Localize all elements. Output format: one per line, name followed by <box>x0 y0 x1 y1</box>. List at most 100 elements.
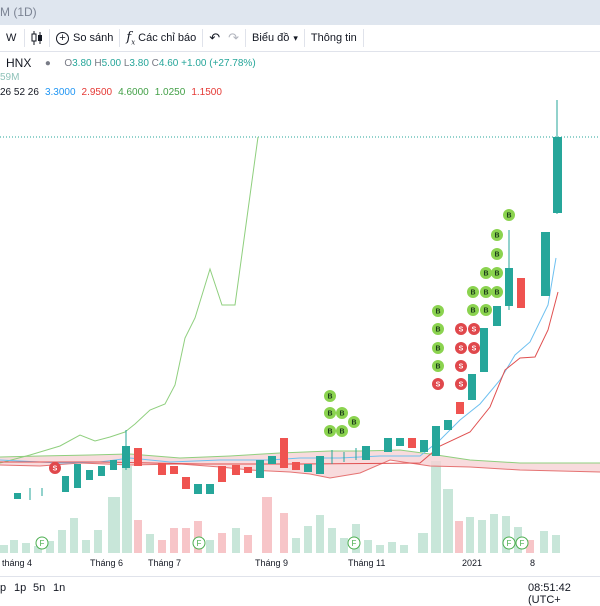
buy-marker <box>348 416 360 428</box>
interval-button[interactable]: W <box>0 25 24 51</box>
ichimoku-conversion: 3.3000 <box>44 87 76 98</box>
toolbar-divider <box>119 29 121 47</box>
volume-bar <box>58 530 66 553</box>
buy-marker-label: B <box>339 411 344 418</box>
layout-dropdown[interactable]: Biểu đồ ▾ <box>246 25 304 51</box>
volume-bar <box>418 533 428 553</box>
candle <box>304 464 312 472</box>
volume-bar <box>388 542 396 553</box>
candle <box>292 462 300 470</box>
time-label: 8 <box>530 558 536 568</box>
buy-marker-label: B <box>327 411 332 418</box>
buy-marker <box>324 425 336 437</box>
clock-display[interactable]: 08:51:42 (UTC+ <box>528 582 571 606</box>
volume-bar <box>0 545 8 553</box>
candle <box>74 464 81 488</box>
info-button[interactable]: Thông tin <box>305 25 363 51</box>
candle <box>362 446 370 460</box>
range-button[interactable]: 1n <box>53 582 66 594</box>
sell-marker <box>432 378 444 390</box>
volume-bar <box>490 514 498 553</box>
candle <box>170 466 178 474</box>
candle <box>98 466 105 476</box>
buy-marker-label: B <box>483 308 488 315</box>
volume-bar <box>170 528 178 553</box>
buy-marker <box>467 286 479 298</box>
flag-marker-label: F <box>507 539 512 548</box>
candlestick-icon <box>31 31 42 45</box>
volume-bar <box>400 545 408 553</box>
candle <box>480 328 488 372</box>
sell-marker-label: S <box>53 466 58 473</box>
flag-marker <box>347 536 361 550</box>
volume-bar <box>82 540 90 553</box>
time-label: Tháng 9 <box>255 558 289 568</box>
sell-marker-label: S <box>459 382 464 389</box>
candle <box>456 402 464 414</box>
volume-bar <box>206 540 214 553</box>
range-button[interactable]: 5n <box>33 582 46 594</box>
time-label: Tháng 6 <box>90 558 124 568</box>
redo-button[interactable]: ↷ <box>226 25 245 51</box>
buy-marker <box>432 323 444 335</box>
buy-marker-label: B <box>494 252 499 259</box>
undo-button[interactable]: ↶ <box>203 25 226 51</box>
volume-bar <box>466 517 474 553</box>
flag-marker <box>502 536 516 550</box>
sell-marker <box>455 342 467 354</box>
chart-toolbar: W + So sánh fx Các chỉ báo ↶ ↷ Biểu đồ ▾… <box>0 25 600 52</box>
buy-marker-label: B <box>351 420 356 427</box>
candle <box>182 477 190 489</box>
flag-marker-label: F <box>520 539 525 548</box>
candle <box>86 470 93 480</box>
volume-bar <box>443 489 453 553</box>
volume-bar <box>502 516 510 553</box>
compare-button[interactable]: + So sánh <box>50 25 119 51</box>
redo-icon: ↷ <box>228 30 240 45</box>
buy-marker <box>336 407 348 419</box>
time-label: 2021 <box>462 558 483 568</box>
candles <box>14 100 562 500</box>
buy-marker-label: B <box>483 271 488 278</box>
buy-marker <box>503 209 515 221</box>
flag-marker-label: F <box>352 539 357 548</box>
buy-marker <box>480 304 492 316</box>
candle <box>553 137 562 213</box>
price-change: +1.00 (+27.78%) <box>181 57 256 69</box>
volume-bar <box>10 540 18 553</box>
flag-marker <box>515 536 529 550</box>
candle <box>194 484 202 494</box>
candle <box>316 456 324 474</box>
buy-marker-label: B <box>506 213 511 220</box>
volume-bar <box>262 497 272 553</box>
volume-bar <box>34 546 42 553</box>
indicators-button[interactable]: fx Các chỉ báo <box>120 25 202 51</box>
volume-bar <box>158 540 166 553</box>
volume-bar <box>94 530 102 553</box>
candle <box>493 306 501 326</box>
buy-marker-label: B <box>483 290 488 297</box>
candle <box>505 268 513 306</box>
buy-marker <box>432 342 444 354</box>
volume-bar <box>304 526 312 553</box>
buy-marker <box>432 305 444 317</box>
volume-bar <box>292 538 300 553</box>
ichimoku-span-a: 1.0250 <box>154 87 186 98</box>
volume-bar <box>46 541 54 553</box>
volume-bar <box>376 545 384 553</box>
sell-marker-label: S <box>472 327 477 334</box>
sell-marker <box>455 378 467 390</box>
volume-bar <box>146 534 154 553</box>
range-button[interactable]: p <box>0 582 7 594</box>
symbol-legend: HNX ⦁ O3.80 H5.00 L3.80 C4.60 +1.00 (+27… <box>0 56 256 70</box>
candle <box>408 438 416 448</box>
range-button[interactable]: 1p <box>14 582 27 594</box>
ichimoku-legend: 26 52 26 3.3000 2.9500 4.6000 1.0250 1.1… <box>0 87 222 98</box>
function-icon: fx <box>126 29 136 47</box>
buy-marker <box>491 248 503 260</box>
buy-marker-label: B <box>435 327 440 334</box>
candle-style-button[interactable] <box>25 25 49 51</box>
volume-bar <box>552 535 560 553</box>
